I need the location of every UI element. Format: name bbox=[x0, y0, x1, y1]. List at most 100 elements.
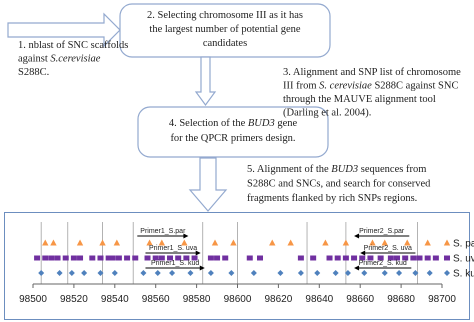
snp-marker bbox=[256, 255, 263, 261]
snp-marker bbox=[42, 239, 49, 246]
snp-marker bbox=[404, 239, 411, 246]
step-text: the largest number of potential gene bbox=[149, 24, 300, 35]
snp-marker bbox=[158, 255, 165, 261]
arrow-right bbox=[7, 12, 121, 48]
snp-marker bbox=[81, 270, 88, 276]
text-fragment: S288C. bbox=[18, 67, 49, 78]
text-fragment: 2. Selecting chromosome III as it has bbox=[147, 10, 303, 21]
text-fragment: III from bbox=[283, 81, 319, 92]
snp-marker bbox=[158, 239, 166, 246]
snp-marker bbox=[359, 255, 366, 261]
arrow-down bbox=[194, 56, 217, 107]
text-fragment: the largest number of potential gene bbox=[149, 24, 300, 35]
snp-marker bbox=[62, 255, 69, 261]
arrow-down bbox=[188, 157, 228, 212]
primer-arrowhead bbox=[183, 233, 189, 239]
snp-marker bbox=[269, 239, 276, 246]
step-text: 5. Alignment of the BUD3 sequences from bbox=[247, 164, 426, 175]
snp-marker bbox=[250, 270, 257, 276]
x-tick-label: 98580 bbox=[183, 294, 211, 305]
snp-marker bbox=[48, 255, 55, 261]
snp-marker bbox=[191, 255, 198, 261]
primer-label: Primer1_S. kud bbox=[151, 260, 199, 267]
snp-marker bbox=[89, 255, 96, 261]
snp-marker bbox=[230, 239, 237, 246]
text-fragment: BUD3 bbox=[331, 164, 358, 175]
snp-marker bbox=[426, 270, 433, 276]
x-tick-label: 98540 bbox=[101, 294, 129, 305]
x-tick-label: 98500 bbox=[19, 294, 47, 305]
snp-marker bbox=[113, 239, 121, 246]
snp-marker bbox=[326, 255, 333, 261]
step-text: 3. Alignment and SNP list of chromosome bbox=[283, 67, 461, 78]
snp-marker bbox=[111, 270, 118, 276]
step-text: through the MAUVE alignment tool bbox=[283, 94, 436, 105]
snp-marker bbox=[42, 255, 49, 261]
primer-label: Primer1_S. uva bbox=[149, 245, 197, 252]
snp-marker bbox=[381, 239, 388, 246]
snp-marker bbox=[342, 239, 350, 246]
text-fragment: fragments flanked by rich SNPs regions. bbox=[247, 193, 417, 204]
snp-marker bbox=[50, 239, 57, 246]
text-fragment: 4. Selection of the bbox=[169, 118, 248, 129]
snp-marker bbox=[187, 270, 194, 276]
primer-label: Primer2_S.par bbox=[359, 228, 405, 235]
snp-marker bbox=[377, 255, 384, 261]
snp-marker bbox=[105, 255, 112, 261]
step-text: 1. nblast of SNC scaffolds bbox=[18, 40, 128, 51]
snp-marker bbox=[314, 270, 321, 276]
snp-marker bbox=[334, 255, 341, 261]
snp-marker bbox=[402, 255, 409, 261]
snp-marker bbox=[412, 270, 419, 276]
snp-marker bbox=[416, 255, 423, 261]
x-tick-label: 98520 bbox=[60, 294, 88, 305]
text-fragment: for the QPCR primers design. bbox=[170, 133, 295, 144]
step-text: for the QPCR primers design. bbox=[170, 133, 295, 144]
step-text: against S.cerevisiae bbox=[18, 54, 101, 65]
primer-arrowhead bbox=[354, 233, 360, 239]
snp-marker bbox=[97, 255, 104, 261]
x-tick-label: 98620 bbox=[264, 294, 292, 305]
snp-marker bbox=[297, 255, 304, 261]
legend-marker bbox=[444, 270, 450, 276]
primer-label: Primer1_S.par bbox=[140, 228, 186, 235]
snp-marker bbox=[140, 270, 147, 276]
step-box bbox=[119, 3, 331, 58]
snp-marker bbox=[410, 255, 417, 261]
snp-marker bbox=[115, 255, 122, 261]
text-fragment: (Darling et al. 2004). bbox=[283, 108, 371, 119]
snp-marker bbox=[322, 239, 329, 246]
snp-marker bbox=[77, 255, 84, 261]
snp-marker bbox=[432, 255, 439, 261]
legend-label: S. par bbox=[453, 239, 474, 250]
step-text: S288C and SNCs, and search for conserved bbox=[247, 179, 431, 190]
text-fragment: S288C against SNC bbox=[372, 81, 459, 92]
snp-marker bbox=[297, 270, 304, 276]
text-fragment: S. cerevisiae bbox=[319, 81, 372, 92]
snp-marker bbox=[38, 270, 45, 276]
snp-marker bbox=[124, 255, 131, 261]
primer-arrowhead bbox=[199, 265, 205, 271]
snp-marker bbox=[277, 270, 284, 276]
snp-marker bbox=[70, 255, 77, 261]
primer-arrowhead bbox=[354, 265, 360, 271]
x-tick-label: 98640 bbox=[305, 294, 333, 305]
snp-marker bbox=[369, 239, 376, 246]
snp-marker bbox=[228, 270, 235, 276]
primer-label: Primer2_S. uva bbox=[364, 245, 412, 252]
snp-marker bbox=[387, 255, 394, 261]
snp-marker bbox=[332, 270, 339, 276]
step-text: fragments flanked by rich SNPs regions. bbox=[247, 193, 417, 204]
snp-marker bbox=[207, 270, 214, 276]
snp-marker bbox=[175, 255, 182, 261]
snp-marker bbox=[342, 255, 349, 261]
text-fragment: S.cerevisiae bbox=[50, 54, 100, 65]
snp-marker bbox=[132, 255, 139, 261]
text-fragment: against bbox=[18, 54, 50, 65]
step-text: candidates bbox=[203, 38, 247, 49]
x-tick-label: 98680 bbox=[387, 294, 415, 305]
step-text: 4. Selection of the BUD3 gene bbox=[169, 118, 298, 129]
text-fragment: candidates bbox=[203, 38, 247, 49]
text-fragment: BUD3 bbox=[248, 118, 275, 129]
